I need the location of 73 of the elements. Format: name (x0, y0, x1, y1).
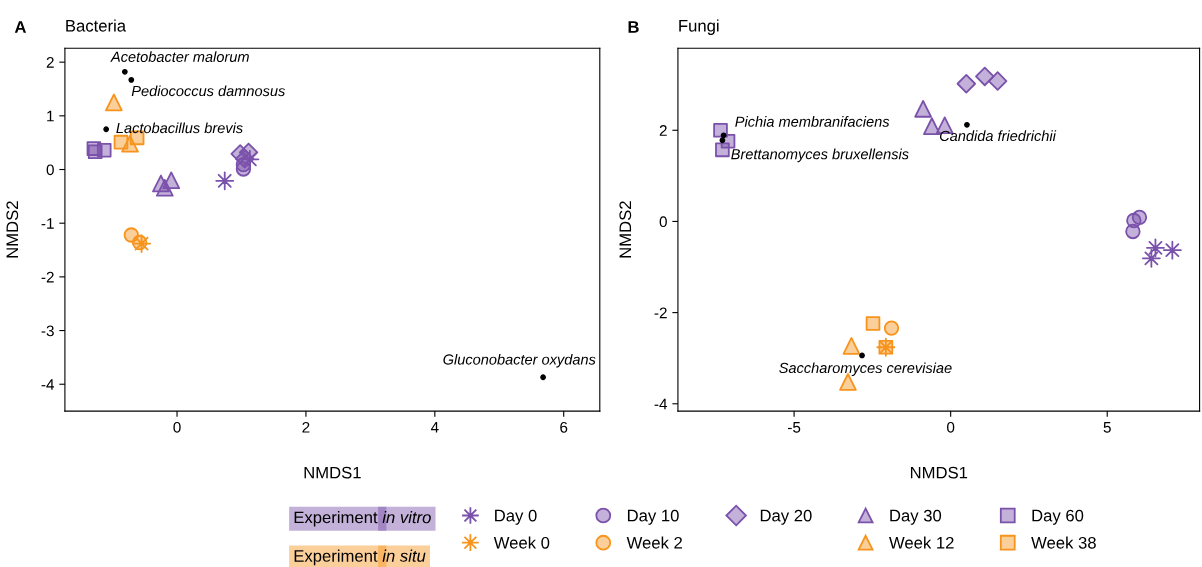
annotation: Gluconobacter oxydans (443, 353, 596, 368)
legend-label: Day 10 (627, 509, 679, 525)
chart-title: Fungi (679, 19, 719, 35)
legend-label: Day 20 (760, 509, 812, 525)
y-tick-label: -2 (41, 271, 54, 283)
legend-label: Week 2 (626, 536, 682, 549)
annotation: Lactobacillus brevis (116, 122, 243, 134)
point (923, 117, 941, 135)
point (235, 149, 255, 169)
legend-label: Week 12 (889, 536, 954, 549)
annotation: Pichia membranifaciens (735, 116, 890, 127)
x-tick-label: 6 (560, 421, 568, 433)
y-axis-title: NMDS2 (619, 201, 632, 258)
x-tick-label: 5 (1103, 422, 1111, 433)
point (240, 149, 260, 169)
point (215, 171, 235, 191)
point (956, 74, 977, 94)
point (540, 374, 546, 381)
y-tick-label: 2 (46, 57, 54, 68)
y-tick-label: 0 (46, 164, 54, 176)
x-tick-label: -5 (787, 422, 801, 433)
point (105, 93, 123, 112)
point (103, 126, 110, 133)
y-tick-label: 0 (659, 216, 667, 228)
point (842, 337, 861, 355)
text: B (628, 21, 639, 33)
y-tick-label: -4 (41, 379, 55, 390)
point (155, 178, 174, 197)
point (719, 137, 726, 144)
point (883, 320, 900, 336)
point (121, 68, 128, 75)
point (1125, 223, 1141, 240)
x-tick-label: 4 (430, 422, 439, 433)
annotation: Candida friedrichii (939, 130, 1057, 142)
legend-label: Day 60 (1032, 509, 1084, 525)
y-tick-label: -4 (654, 398, 668, 410)
legend-label: Week 0 (493, 536, 550, 549)
y-tick-label: -1 (41, 218, 54, 229)
legend-label: Week 38 (1031, 536, 1096, 549)
text: Experiment in situ (294, 549, 426, 566)
point (964, 121, 970, 128)
point (131, 234, 148, 251)
point (987, 71, 1008, 91)
annotation: Brettanomyces bruxellensis (731, 148, 909, 163)
point (715, 142, 730, 158)
point (975, 66, 995, 87)
point (859, 352, 865, 359)
point (128, 76, 135, 83)
x-tick-label: 2 (302, 421, 310, 433)
y-tick-label: -2 (654, 307, 667, 319)
point (720, 132, 727, 139)
point (113, 134, 129, 150)
chart-title: Bacteria (66, 19, 127, 32)
point (96, 142, 112, 158)
annotation: Pediococcus damnosus (131, 85, 286, 97)
y-tick-label: -3 (41, 325, 54, 337)
text: A (14, 21, 27, 33)
y-tick-label: 2 (659, 125, 667, 136)
y-tick-label: 1 (47, 110, 54, 122)
annotation: Saccharomyces cerevisiae (779, 362, 952, 376)
legend-label: Day 30 (890, 509, 942, 525)
point (865, 316, 881, 331)
y-axis-title: NMDS2 (6, 201, 19, 258)
x-tick-label: 0 (173, 421, 181, 433)
annotation: Acetobacter malorum (110, 51, 249, 62)
text: Experiment in vitro (294, 511, 431, 527)
point (914, 100, 932, 118)
point (1141, 248, 1161, 268)
point (1162, 240, 1182, 260)
x-axis-title: NMDS1 (304, 466, 361, 479)
legend-label: Day 0 (495, 509, 537, 525)
x-tick-label: 0 (947, 421, 955, 433)
x-axis-title: NMDS1 (910, 466, 968, 479)
